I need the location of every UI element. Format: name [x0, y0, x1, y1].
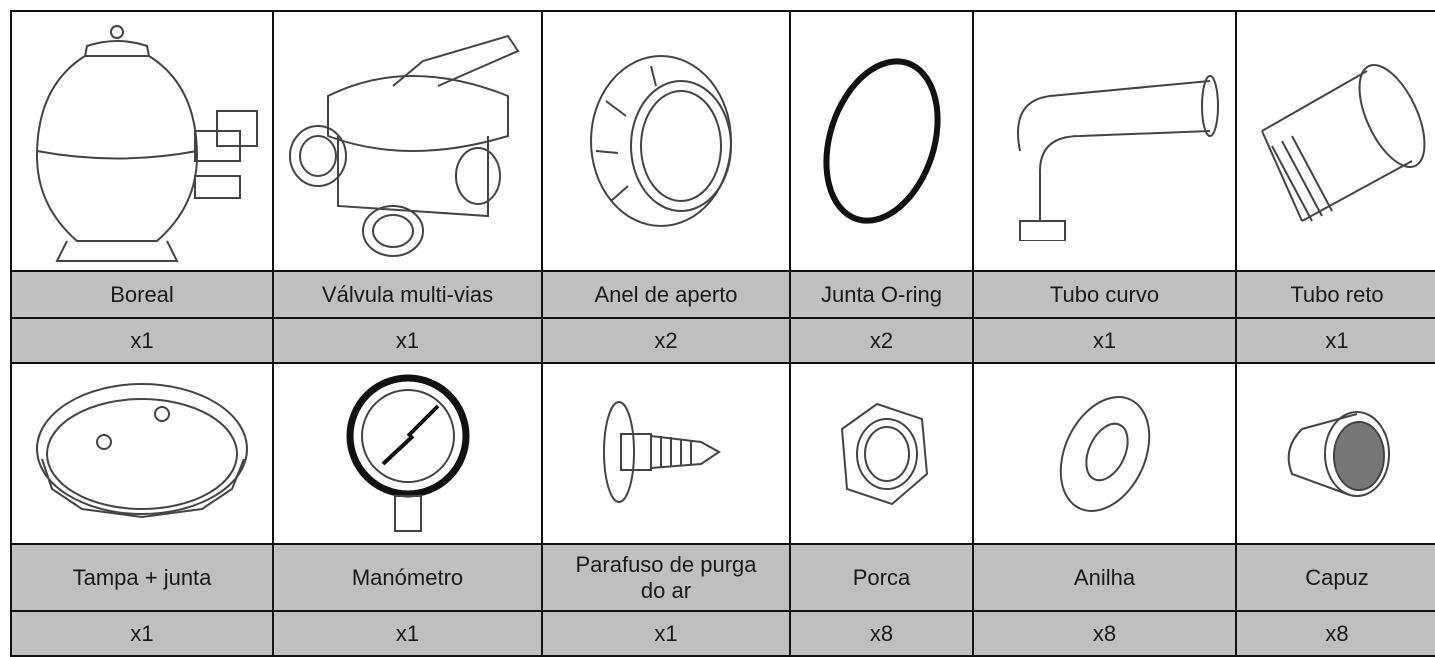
item-quantity: x8 [1235, 610, 1435, 657]
image-cell [541, 362, 791, 545]
item-name: Capuz [1235, 543, 1435, 612]
o-ring-icon [822, 58, 941, 224]
filter-icon [35, 25, 258, 262]
image-cell [972, 362, 1237, 545]
item-quantity: x1 [972, 317, 1237, 364]
image-cell [541, 10, 791, 272]
item-quantity: x1 [272, 610, 543, 657]
item-name: Tubo reto [1235, 270, 1435, 319]
image-cell [10, 362, 274, 545]
item-name: Junta O-ring [789, 270, 974, 319]
image-cell [10, 10, 274, 272]
lid-icon [36, 382, 248, 518]
image-cell [789, 362, 974, 545]
washer-icon [1059, 395, 1150, 512]
item-quantity: x1 [1235, 317, 1435, 364]
item-quantity: x1 [10, 317, 274, 364]
nut-icon [840, 402, 928, 505]
image-cell [789, 10, 974, 272]
item-name: Manómetro [272, 543, 543, 612]
ring-nut-icon [590, 55, 732, 227]
image-cell [272, 362, 543, 545]
image-cell [972, 10, 1237, 272]
item-name: Tubo curvo [972, 270, 1237, 319]
item-quantity: x2 [789, 317, 974, 364]
parts-table: Boreal Válvula multi-vias Anel de aperto… [10, 10, 1435, 657]
purge-screw-icon [603, 400, 721, 503]
image-cell [1235, 10, 1435, 272]
item-quantity: x1 [272, 317, 543, 364]
item-quantity: x8 [789, 610, 974, 657]
item-name: Porca [789, 543, 974, 612]
item-quantity: x1 [541, 610, 791, 657]
image-cell [272, 10, 543, 272]
item-name: Parafuso de purga do ar [541, 543, 791, 612]
item-name: Válvula multi-vias [272, 270, 543, 319]
valve-icon [288, 34, 519, 257]
curved-pipe-icon [1016, 75, 1219, 241]
item-quantity: x1 [10, 610, 274, 657]
gauge-icon [346, 374, 469, 532]
item-quantity: x2 [541, 317, 791, 364]
item-name: Anel de aperto [541, 270, 791, 319]
straight-pipe-icon [1261, 64, 1426, 222]
cap-icon [1287, 410, 1390, 497]
item-quantity: x8 [972, 610, 1237, 657]
image-cell [1235, 362, 1435, 545]
item-name: Anilha [972, 543, 1237, 612]
item-name: Tampa + junta [10, 543, 274, 612]
item-name: Boreal [10, 270, 274, 319]
